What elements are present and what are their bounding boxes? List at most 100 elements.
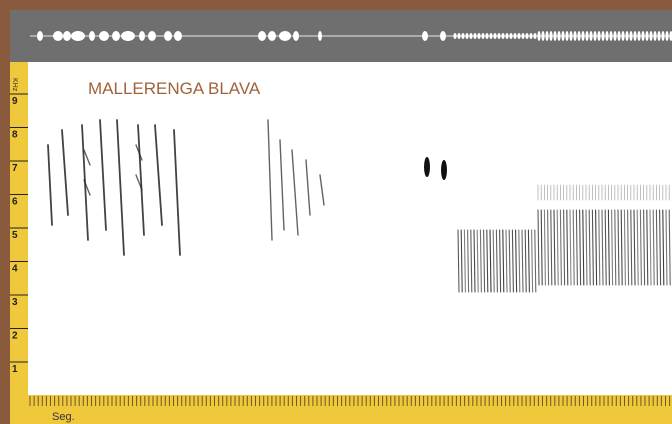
spectro-stroke xyxy=(483,229,486,293)
spectro-stroke xyxy=(643,209,646,286)
spectro-stroke xyxy=(305,159,311,216)
waveform-pulse xyxy=(258,31,266,41)
spectro-stroke xyxy=(627,209,630,286)
waveform-pulse xyxy=(533,33,537,39)
waveform-pulse xyxy=(645,31,649,41)
spectro-stroke xyxy=(291,149,299,236)
spectro-stroke xyxy=(319,174,325,206)
spectro-stroke xyxy=(575,209,578,286)
waveform-pulse xyxy=(99,31,109,41)
y-label: 6 xyxy=(12,197,18,208)
waveform-pulse xyxy=(37,31,43,41)
spectro-stroke xyxy=(655,209,658,286)
spectro-stroke xyxy=(633,209,636,286)
spectro-stroke xyxy=(582,209,585,286)
spectro-stroke xyxy=(515,229,518,293)
waveform-pulse xyxy=(541,31,545,41)
top-border xyxy=(0,0,672,10)
spectro-stroke xyxy=(135,144,143,161)
waveform-pulse xyxy=(637,31,641,41)
spectro-note xyxy=(424,157,430,177)
spectro-stroke xyxy=(467,229,470,293)
spectro-stroke xyxy=(604,209,607,286)
spectro-stroke xyxy=(489,229,492,293)
y-label: 4 xyxy=(12,264,18,275)
spectro-stroke xyxy=(547,209,550,286)
waveform-pulse xyxy=(557,31,561,41)
spectro-stroke xyxy=(537,209,540,286)
waveform-pulse xyxy=(609,31,613,41)
waveform-pulse xyxy=(268,31,276,41)
waveform-pulse xyxy=(164,31,172,41)
waveform-pulse xyxy=(513,33,517,39)
waveform-pulse xyxy=(279,31,291,41)
y-unit: KHz xyxy=(11,78,18,92)
waveform-pulse xyxy=(593,31,597,41)
spectro-stroke xyxy=(659,209,662,286)
waveform-pulse xyxy=(601,31,605,41)
waveform-pulse xyxy=(485,33,489,39)
spectro-stroke xyxy=(83,149,91,166)
waveform-pulse xyxy=(509,33,513,39)
spectro-stroke xyxy=(623,209,626,286)
waveform-pulse xyxy=(613,31,617,41)
spectro-stroke xyxy=(505,229,508,293)
waveform-pulse xyxy=(529,33,533,39)
spectro-stroke xyxy=(476,229,479,293)
spectro-stroke xyxy=(652,209,655,286)
spectro-stroke xyxy=(508,229,511,293)
waveform-pulse xyxy=(461,33,465,39)
spectro-stroke xyxy=(173,129,181,256)
waveform-pulse xyxy=(633,31,637,41)
spectro-stroke xyxy=(540,209,543,286)
waveform-pulse xyxy=(139,31,145,41)
waveform-pulse xyxy=(585,31,589,41)
waveform-pulse xyxy=(497,33,501,39)
waveform-pulse xyxy=(473,33,477,39)
spectro-stroke xyxy=(463,229,466,293)
waveform-pulse xyxy=(489,33,493,39)
y-ruler-marks: 9 8 7 6 5 4 3 2 1 xyxy=(10,93,28,375)
spectro-stroke xyxy=(639,209,642,286)
waveform-pulse xyxy=(561,31,565,41)
waveform-pulse xyxy=(565,31,569,41)
waveform-pulse xyxy=(505,33,509,39)
waveform-pulse xyxy=(521,33,525,39)
spectro-stroke xyxy=(495,229,498,293)
spectro-stroke xyxy=(550,209,553,286)
spectro-stroke xyxy=(591,209,594,286)
spectro-stroke xyxy=(521,229,524,293)
spectro-stroke xyxy=(524,229,527,293)
waveform-pulse xyxy=(174,31,182,41)
spectro-stroke xyxy=(617,209,620,286)
spectro-stroke xyxy=(566,209,569,286)
y-label: 7 xyxy=(12,163,18,174)
waveform-pulse xyxy=(549,31,553,41)
waveform-pulse xyxy=(121,31,135,41)
waveform-pulse xyxy=(148,31,156,41)
waveform-pulse xyxy=(653,31,657,41)
spectro-stroke xyxy=(636,209,639,286)
spectro-stroke xyxy=(502,229,505,293)
waveform-pulse xyxy=(440,31,446,41)
waveform-pulse xyxy=(293,31,299,41)
spectro-stroke xyxy=(588,209,591,286)
spectro-stroke xyxy=(607,209,610,286)
waveform-pulse xyxy=(493,33,497,39)
waveform-pulse xyxy=(53,31,63,41)
spectro-stroke xyxy=(553,209,556,286)
y-label: 8 xyxy=(12,130,18,141)
spectro-stroke xyxy=(473,229,476,293)
y-label: 3 xyxy=(12,297,18,308)
waveform-pulse xyxy=(553,31,557,41)
spectro-stroke xyxy=(492,229,495,293)
waveform-pulse xyxy=(577,31,581,41)
spectro-stroke xyxy=(559,209,562,286)
spectro-stroke xyxy=(620,209,623,286)
spectro-stroke xyxy=(61,129,69,216)
waveform-pulse xyxy=(581,31,585,41)
spectro-stroke xyxy=(137,124,145,236)
spectro-stroke xyxy=(518,229,521,293)
